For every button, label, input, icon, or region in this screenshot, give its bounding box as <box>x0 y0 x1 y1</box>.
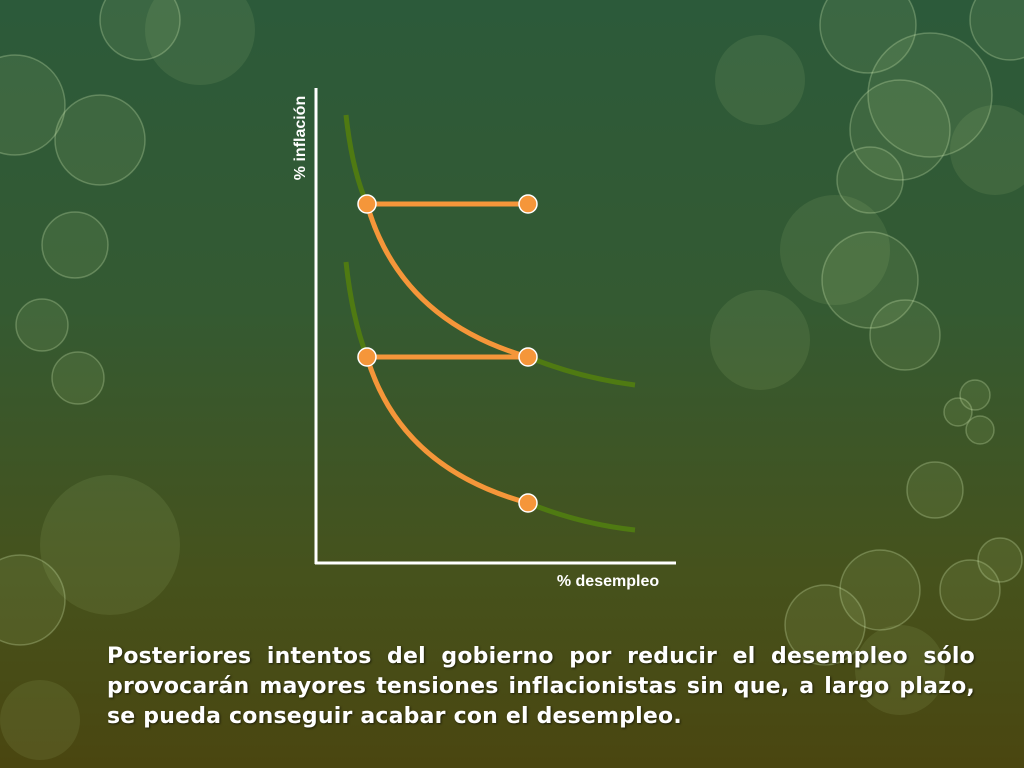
body-text: Posteriores intentos del gobierno por re… <box>107 644 975 729</box>
x-axis-label: % desempleo <box>557 573 659 590</box>
point <box>518 493 538 513</box>
movement-path <box>364 356 529 506</box>
point <box>357 194 377 214</box>
point <box>357 347 377 367</box>
movement-path <box>364 203 529 360</box>
point <box>518 194 538 214</box>
y-axis-label: % inflación <box>292 96 309 180</box>
point <box>518 347 538 367</box>
